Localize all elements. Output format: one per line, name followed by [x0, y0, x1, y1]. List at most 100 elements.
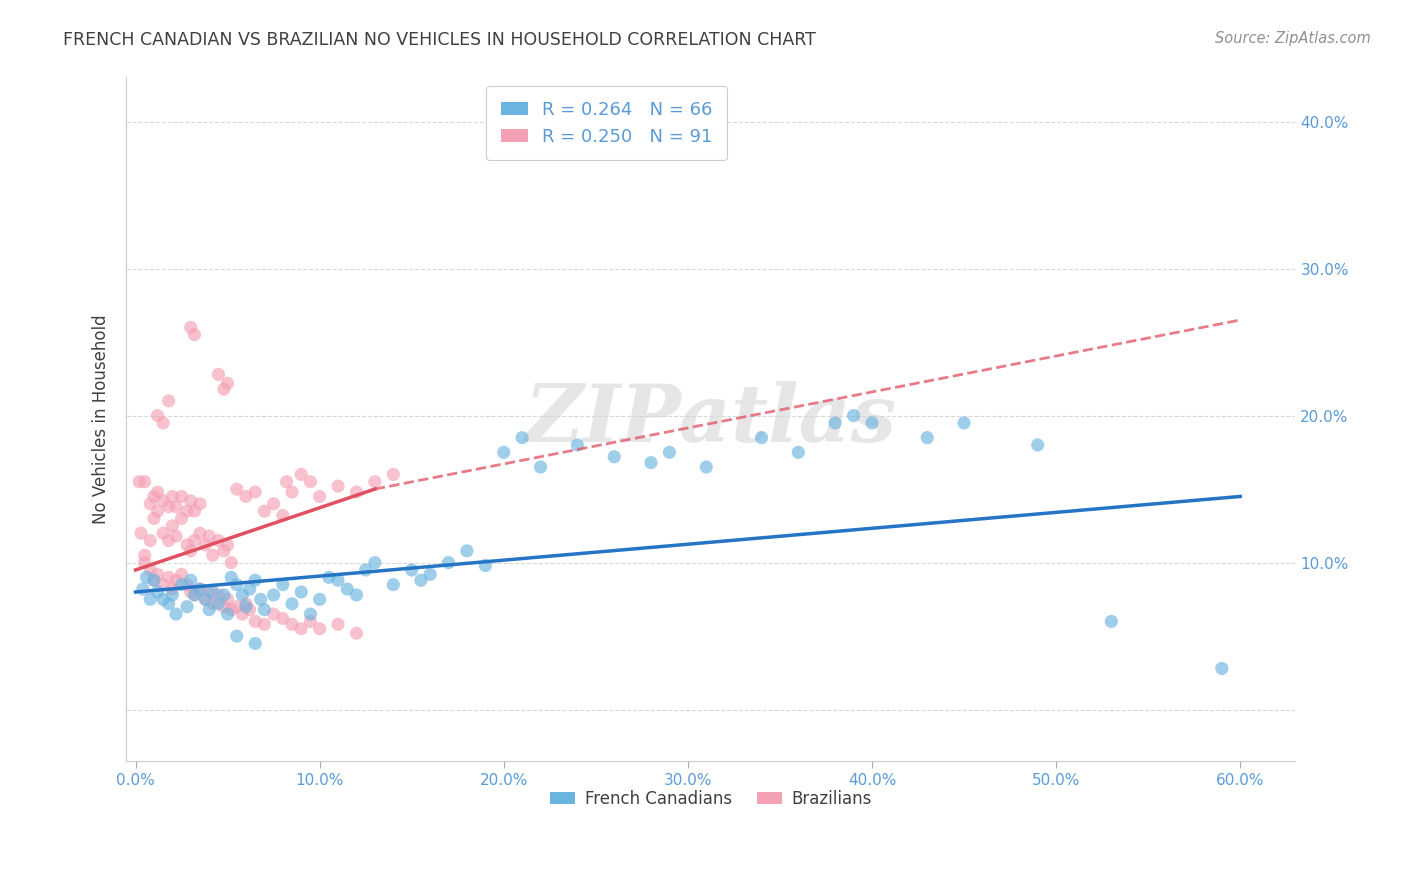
Point: [235, 599, 257, 614]
Point: [183, 588, 205, 602]
Point: [217, 376, 239, 391]
Point: [354, 563, 377, 577]
Point: [510, 431, 533, 445]
Point: [603, 450, 626, 464]
Point: [170, 490, 193, 504]
Point: [180, 585, 202, 599]
Point: [219, 602, 242, 616]
Point: [281, 485, 304, 500]
Point: [176, 538, 198, 552]
Point: [263, 607, 285, 621]
Point: [1099, 615, 1122, 629]
Point: [207, 368, 229, 382]
Point: [364, 475, 387, 489]
Point: [128, 475, 150, 489]
Point: [217, 538, 239, 552]
Point: [290, 622, 312, 636]
Point: [567, 438, 589, 452]
Point: [253, 504, 276, 518]
Point: [225, 482, 247, 496]
Point: [271, 577, 294, 591]
Point: [152, 577, 174, 591]
Point: [382, 467, 405, 482]
Point: [326, 617, 349, 632]
Point: [152, 526, 174, 541]
Point: [751, 431, 773, 445]
Point: [146, 567, 169, 582]
Point: [243, 636, 266, 650]
Point: [842, 409, 865, 423]
Text: ZIPatlas: ZIPatlas: [524, 381, 897, 458]
Point: [135, 570, 157, 584]
Point: [437, 556, 460, 570]
Point: [183, 504, 205, 518]
Point: [157, 570, 180, 584]
Point: [212, 544, 235, 558]
Point: [139, 497, 162, 511]
Point: [142, 573, 165, 587]
Point: [152, 592, 174, 607]
Point: [401, 563, 423, 577]
Point: [139, 533, 162, 548]
Point: [176, 599, 198, 614]
Point: [201, 585, 224, 599]
Point: [235, 490, 257, 504]
Point: [188, 497, 211, 511]
Point: [231, 588, 253, 602]
Point: [253, 617, 276, 632]
Point: [146, 504, 169, 518]
Point: [382, 577, 405, 591]
Point: [134, 475, 156, 489]
Point: [146, 585, 169, 599]
Point: [409, 573, 432, 587]
Point: [456, 544, 478, 558]
Point: [915, 431, 938, 445]
Point: [640, 456, 662, 470]
Point: [142, 511, 165, 525]
Point: [253, 602, 276, 616]
Point: [243, 573, 266, 587]
Point: [165, 500, 187, 514]
Point: [243, 615, 266, 629]
Point: [249, 592, 271, 607]
Point: [474, 558, 496, 573]
Point: [219, 556, 242, 570]
Point: [217, 607, 239, 621]
Point: [271, 611, 294, 625]
Point: [281, 617, 304, 632]
Point: [194, 592, 217, 607]
Point: [346, 626, 368, 640]
Point: [953, 416, 976, 430]
Point: [346, 485, 368, 500]
Point: [326, 479, 349, 493]
Point: [129, 526, 152, 541]
Point: [188, 582, 211, 596]
Point: [134, 556, 156, 570]
Point: [152, 416, 174, 430]
Point: [183, 588, 205, 602]
Point: [157, 533, 180, 548]
Point: [212, 588, 235, 602]
Point: [198, 602, 221, 616]
Point: [194, 592, 217, 607]
Point: [263, 588, 285, 602]
Point: [239, 602, 262, 616]
Point: [176, 504, 198, 518]
Point: [157, 393, 180, 408]
Point: [235, 597, 257, 611]
Point: [860, 416, 883, 430]
Point: [225, 599, 247, 614]
Point: [194, 538, 217, 552]
Point: [290, 467, 312, 482]
Point: [198, 529, 221, 543]
Point: [217, 592, 239, 607]
Point: [176, 577, 198, 591]
Point: [139, 563, 162, 577]
Point: [207, 588, 229, 602]
Point: [263, 497, 285, 511]
Point: [180, 544, 202, 558]
Point: [207, 597, 229, 611]
Point: [219, 570, 242, 584]
Point: [146, 485, 169, 500]
Point: [290, 585, 312, 599]
